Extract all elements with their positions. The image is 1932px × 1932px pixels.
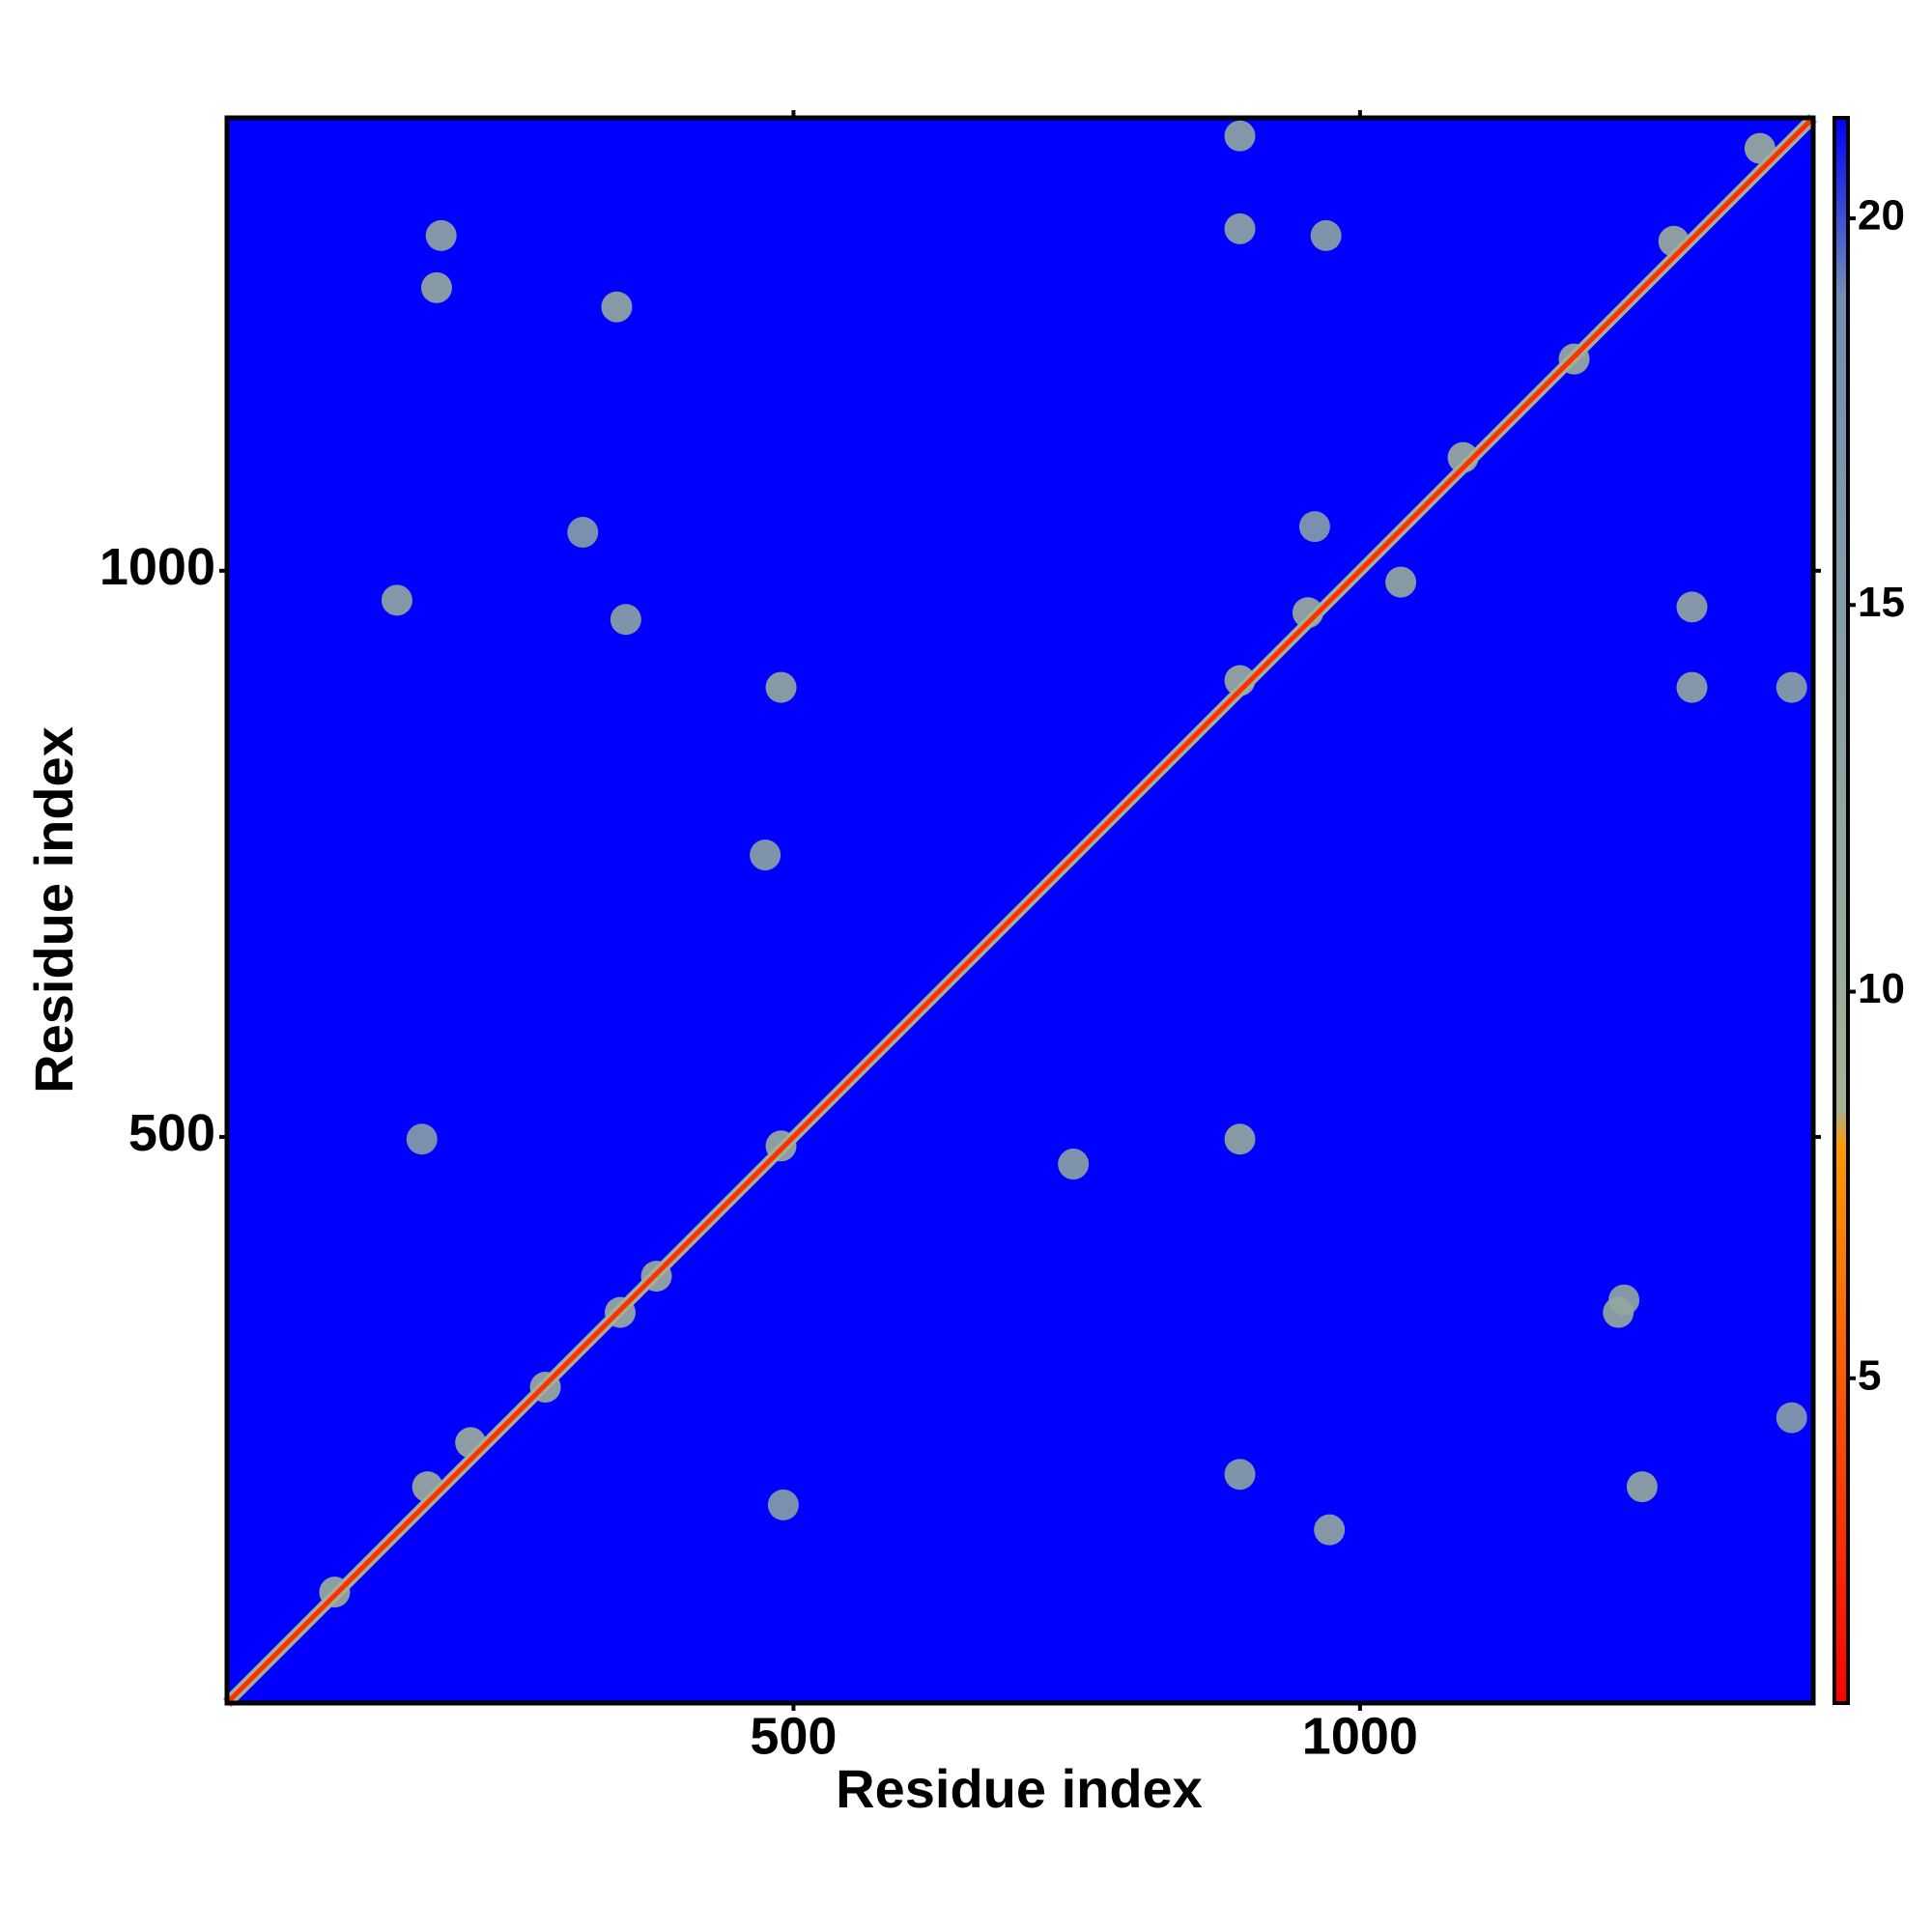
- x-axis-title: Residue index: [836, 1758, 1203, 1819]
- x-tick-label: 1000: [1302, 1707, 1418, 1765]
- contact-cluster: [1776, 1402, 1807, 1434]
- contact-cluster: [425, 219, 457, 251]
- contact-cluster: [1776, 671, 1807, 703]
- contact-cluster: [601, 291, 633, 323]
- contact-cluster: [1676, 671, 1708, 703]
- contact-cluster: [1676, 591, 1708, 623]
- contact-cluster: [1298, 511, 1330, 543]
- colorbar-tick-label: 20: [1858, 192, 1905, 240]
- contact-cluster: [567, 517, 599, 549]
- plot-frame: [224, 115, 1816, 1706]
- y-axis-title: Residue index: [23, 726, 84, 1094]
- contact-cluster: [765, 671, 797, 703]
- contact-cluster: [750, 839, 781, 871]
- contact-cluster: [1310, 219, 1342, 251]
- contact-cluster: [1224, 120, 1256, 152]
- contacts: [319, 120, 1807, 1608]
- contact-cluster: [420, 271, 452, 303]
- diagonal: [225, 116, 1815, 1705]
- contact-cluster: [1385, 566, 1417, 598]
- contact-cluster: [1626, 1471, 1658, 1503]
- contact-cluster: [1224, 1123, 1256, 1155]
- contact-cluster: [1058, 1149, 1090, 1180]
- contact-cluster: [1608, 1284, 1640, 1316]
- y-tick-label: 500: [128, 1104, 215, 1162]
- contact-cluster: [406, 1123, 438, 1155]
- contact-cluster: [1224, 213, 1256, 244]
- contact-cluster: [610, 604, 641, 636]
- colorbar: [1833, 116, 1850, 1705]
- colorbar-tick-label: 5: [1858, 1351, 1881, 1399]
- y-tick-label: 1000: [99, 538, 215, 596]
- contact-cluster: [1224, 1459, 1256, 1491]
- colorbar-tick-label: 10: [1858, 965, 1905, 1012]
- contact-cluster: [767, 1489, 799, 1520]
- contact-cluster: [1314, 1514, 1346, 1546]
- x-tick-label: 500: [750, 1707, 837, 1765]
- contact-cluster: [381, 584, 412, 616]
- colorbar-tick-label: 15: [1858, 579, 1905, 626]
